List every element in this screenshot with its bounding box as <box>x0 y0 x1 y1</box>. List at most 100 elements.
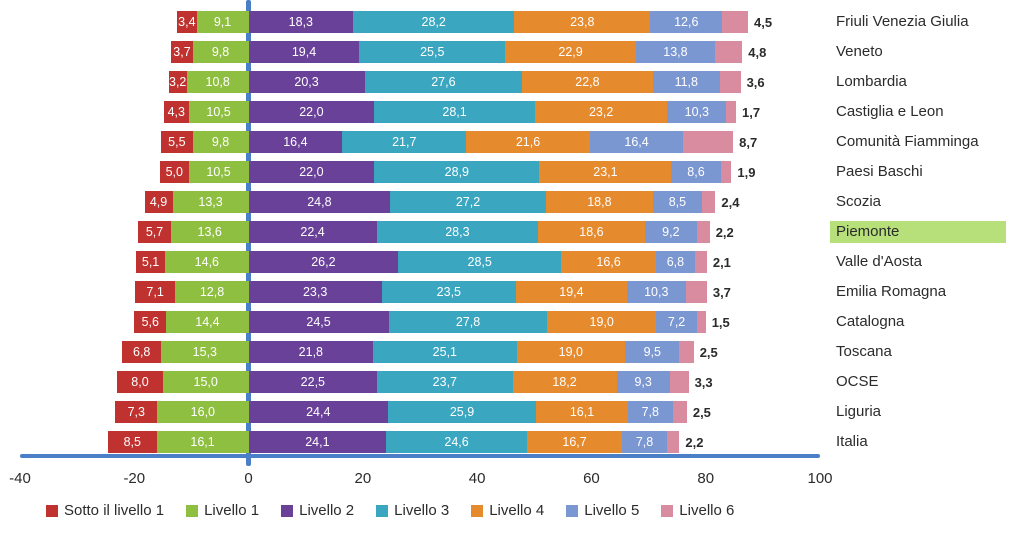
legend-item: Livello 3 <box>376 502 449 519</box>
legend-swatch <box>186 505 198 517</box>
bar-segment-l5: 6,8 <box>656 251 695 273</box>
bar-segment-l5: 7,2 <box>656 311 697 333</box>
bar-segment-sotto: 8,5 <box>108 431 157 453</box>
bar-segment-l1: 10,8 <box>187 71 249 93</box>
bar-segment-l6 <box>726 101 736 123</box>
bar-segment-l6 <box>683 131 733 153</box>
region-label: Friuli Venezia Giulia <box>830 11 969 33</box>
bar-segment-l2: 16,4 <box>249 131 343 153</box>
bar-segment-sotto: 5,5 <box>161 131 192 153</box>
legend-swatch <box>46 505 58 517</box>
bar-segment-l4: 22,9 <box>505 41 636 63</box>
legend-label: Livello 2 <box>299 502 354 519</box>
bar-end-value: 4,8 <box>742 41 766 63</box>
region-label: Italia <box>830 431 868 453</box>
bar-segment-l2: 24,4 <box>249 401 388 423</box>
bar-segment-l5: 9,5 <box>625 341 679 363</box>
bar-segment-l2: 24,1 <box>249 431 387 453</box>
bar-segment-l4: 19,0 <box>547 311 656 333</box>
bar-segment-sotto: 8,0 <box>117 371 163 393</box>
bar-segment-l4: 18,6 <box>538 221 644 243</box>
bar-end-value: 1,5 <box>706 311 730 333</box>
bar-segment-l2: 19,4 <box>249 41 360 63</box>
bar-row: 13,34,924,827,218,88,52,4 <box>20 188 820 218</box>
region-label: OCSE <box>830 371 879 393</box>
legend-swatch <box>566 505 578 517</box>
bar-segment-sotto: 5,1 <box>136 251 165 273</box>
bar-end-value: 2,5 <box>694 341 718 363</box>
legend-label: Livello 4 <box>489 502 544 519</box>
bar-row: 10,83,220,327,622,811,83,6 <box>20 68 820 98</box>
bar-row: 15,36,821,825,119,09,52,5 <box>20 338 820 368</box>
legend-label: Livello 5 <box>584 502 639 519</box>
bar-segment-l3: 25,5 <box>359 41 505 63</box>
region-label: Piemonte <box>830 221 1006 243</box>
bar-segment-l6 <box>722 11 748 33</box>
bar-segment-l4: 18,8 <box>546 191 653 213</box>
bar-segment-l6 <box>697 311 706 333</box>
bar-segment-l4: 16,6 <box>561 251 656 273</box>
region-label: Scozia <box>830 191 881 213</box>
bar-segment-l6 <box>679 341 693 363</box>
bar-segment-l1: 15,0 <box>163 371 249 393</box>
bar-segment-l5: 7,8 <box>628 401 673 423</box>
region-label: Veneto <box>830 41 883 63</box>
legend-item: Livello 6 <box>661 502 734 519</box>
bar-segment-l3: 27,8 <box>389 311 548 333</box>
bar-segment-l3: 27,2 <box>390 191 545 213</box>
bar-segment-l2: 18,3 <box>249 11 354 33</box>
bar-segment-l6 <box>670 371 689 393</box>
bar-end-value: 3,3 <box>689 371 713 393</box>
bar-segment-l3: 24,6 <box>386 431 527 453</box>
bar-end-value: 3,6 <box>741 71 765 93</box>
x-tick: 100 <box>807 470 832 487</box>
bar-segment-l4: 21,6 <box>466 131 589 153</box>
bar-segment-l1: 16,1 <box>157 431 249 453</box>
chart-area: 9,13,418,328,223,812,64,59,83,719,425,52… <box>20 8 820 472</box>
bar-row: 16,18,524,124,616,77,82,2 <box>20 428 820 458</box>
bar-segment-l4: 16,1 <box>536 401 628 423</box>
legend-swatch <box>471 505 483 517</box>
bar-segment-l3: 23,7 <box>377 371 512 393</box>
bar-segment-l5: 8,6 <box>671 161 720 183</box>
bar-end-value: 1,7 <box>736 101 760 123</box>
x-tick: 0 <box>244 470 252 487</box>
bar-row: 10,55,022,028,923,18,61,9 <box>20 158 820 188</box>
bar-row: 13,65,722,428,318,69,22,2 <box>20 218 820 248</box>
legend-label: Sotto il livello 1 <box>64 502 164 519</box>
bar-segment-l3: 27,6 <box>365 71 523 93</box>
bar-segment-l5: 7,8 <box>622 431 667 453</box>
bar-segment-l6 <box>715 41 742 63</box>
bar-segment-l3: 25,9 <box>388 401 536 423</box>
bar-segment-sotto: 4,9 <box>145 191 173 213</box>
bar-segment-l6 <box>673 401 687 423</box>
region-label: Toscana <box>830 341 892 363</box>
bar-segment-l2: 22,0 <box>249 161 375 183</box>
bar-segment-l3: 28,3 <box>377 221 539 243</box>
bar-segment-l4: 18,2 <box>513 371 617 393</box>
bar-segment-l6 <box>720 71 741 93</box>
bar-segment-sotto: 5,0 <box>160 161 189 183</box>
bar-segment-l4: 16,7 <box>527 431 622 453</box>
bar-end-value: 2,4 <box>715 191 739 213</box>
bar-segment-l1: 10,5 <box>189 161 249 183</box>
bar-segment-l2: 21,8 <box>249 341 374 363</box>
bar-segment-l4: 23,1 <box>539 161 671 183</box>
bar-segment-l1: 9,8 <box>193 41 249 63</box>
bar-segment-l5: 16,4 <box>590 131 684 153</box>
bar-segment-l3: 28,9 <box>374 161 539 183</box>
legend-item: Livello 5 <box>566 502 639 519</box>
legend-label: Livello 6 <box>679 502 734 519</box>
x-tick: 60 <box>583 470 600 487</box>
bar-segment-l3: 21,7 <box>342 131 466 153</box>
bar-segment-l5: 10,3 <box>667 101 726 123</box>
bar-segment-l2: 26,2 <box>249 251 399 273</box>
bar-segment-l6 <box>695 251 707 273</box>
x-tick: 80 <box>697 470 714 487</box>
legend-swatch <box>661 505 673 517</box>
bar-segment-l2: 22,0 <box>249 101 375 123</box>
bar-end-value: 8,7 <box>733 131 757 153</box>
bar-segment-l5: 10,3 <box>627 281 686 303</box>
bar-segment-sotto: 7,1 <box>135 281 176 303</box>
bar-segment-l3: 28,1 <box>374 101 535 123</box>
